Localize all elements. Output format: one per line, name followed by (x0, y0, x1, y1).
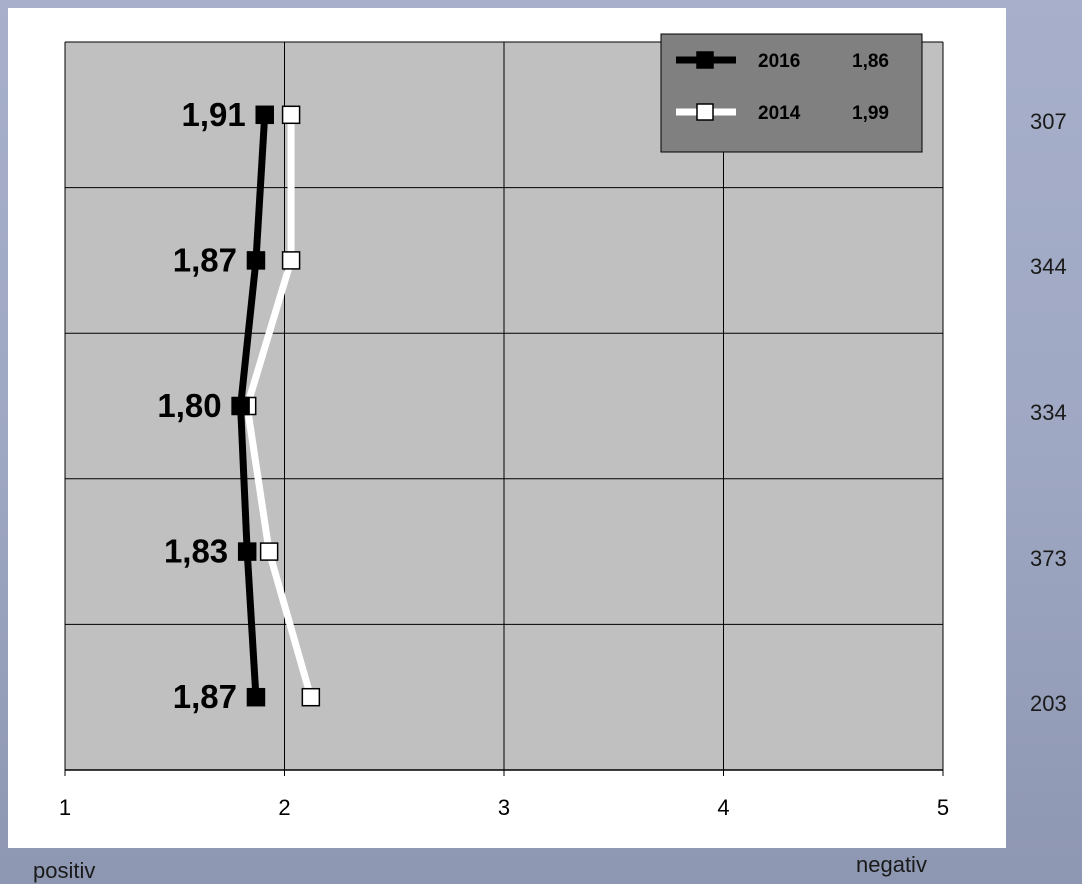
point-2016-4 (237, 542, 257, 561)
point-2014-5 (301, 687, 321, 707)
point-2016-3 (231, 396, 250, 416)
value-label-2016-3: 1,80 (157, 387, 221, 424)
legend-label-2014: 2014 (758, 103, 801, 124)
legend-label-2016: 2016 (758, 51, 800, 72)
series-layer (231, 105, 321, 707)
legend: 2016 1,86 2014 1,99 (660, 33, 923, 153)
row-count-2: 344 (1030, 254, 1067, 280)
x-tick-label: 4 (717, 795, 729, 820)
row-count-3: 334 (1030, 400, 1067, 425)
legend-swatch-marker-2016 (696, 51, 714, 69)
x-tick-label: 3 (498, 795, 510, 820)
point-2014-1 (281, 105, 301, 125)
row-count-4: 373 (1030, 545, 1067, 571)
value-label-2016-1: 1,91 (182, 96, 246, 133)
point-2016-2 (246, 251, 266, 270)
x-tick-label: 5 (937, 795, 949, 820)
row-count-1: 307 (1030, 108, 1067, 134)
scale-endpoint-negative: negativ (856, 852, 927, 877)
legend-mean-2014: 1,99 (852, 103, 889, 124)
point-2016-5 (246, 687, 266, 707)
value-label-2016-5: 1,87 (173, 678, 237, 715)
value-label-2016-4: 1,83 (164, 533, 228, 570)
x-tick-label: 2 (278, 795, 290, 820)
point-2014-2 (281, 251, 301, 270)
legend-swatch-marker-2014 (696, 103, 714, 121)
value-label-2016-2: 1,87 (173, 241, 237, 278)
scale-endpoint-positive: positiv (33, 858, 96, 883)
value-labels: 1,91 1,87 1,80 1,83 1,87 (157, 96, 245, 715)
row-count-5: 203 (1030, 691, 1067, 717)
point-2016-1 (255, 105, 274, 125)
legend-mean-2016: 1,86 (852, 51, 889, 72)
point-2014-4 (259, 542, 279, 561)
x-tick-label: 1 (59, 795, 71, 820)
x-axis: 1 2 3 4 5 (59, 769, 949, 820)
